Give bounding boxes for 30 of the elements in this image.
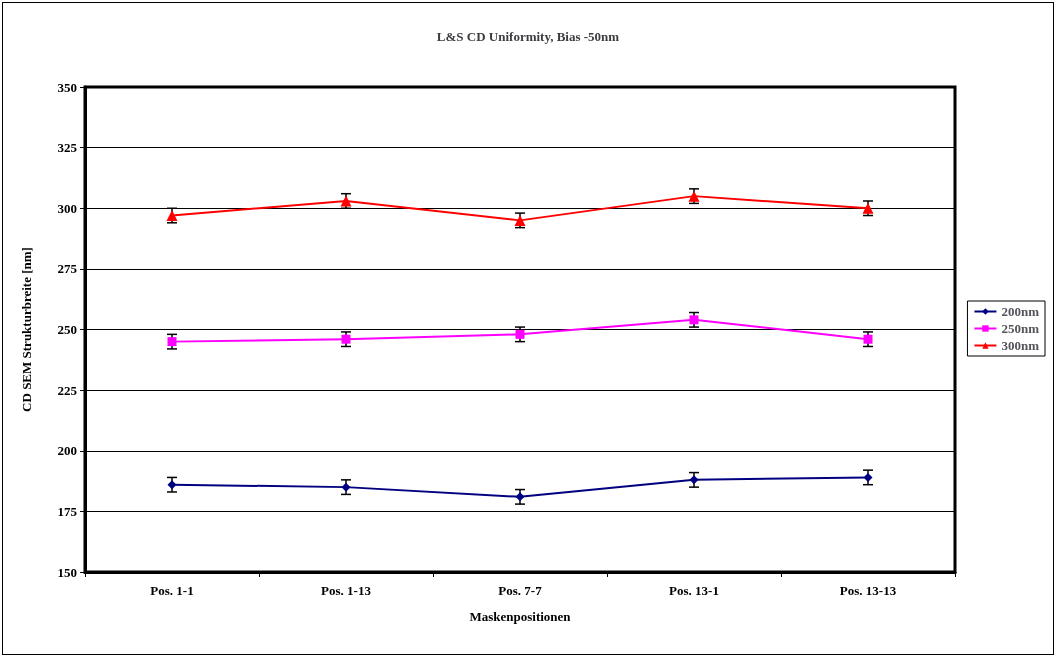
legend-label: 300nm [1001,338,1040,353]
point [689,475,699,485]
point [689,315,699,325]
legend-label: 250nm [1001,321,1040,336]
legend-label: 200nm [1001,304,1040,319]
x-tick-label: Pos. 13-1 [669,583,719,598]
point [167,337,177,347]
y-tick-label: 175 [57,503,78,519]
chart-title: L&S CD Uniformity, Bias -50nm [436,29,620,44]
point [341,334,351,344]
y-tick-label: 350 [57,79,77,95]
point [341,482,351,492]
x-tick-label: Pos. 13-13 [839,583,897,598]
y-tick-label: 325 [57,140,78,156]
point [167,480,177,490]
y-axis-title: CD SEM Strukturbreite [nm] [19,247,34,412]
y-tick-label: 200 [57,443,77,459]
x-tick-label: Pos. 1-13 [321,583,372,598]
point [515,492,525,502]
y-tick-label: 150 [57,564,77,580]
y-tick-label: 250 [57,322,77,337]
x-tick-label: Pos. 7-7 [498,583,543,598]
point [863,334,873,344]
y-tick-label: 300 [57,200,77,216]
x-axis-title: Maskenpositionen [469,609,572,624]
point [863,472,873,482]
x-tick-label: Pos. 1-1 [150,583,194,598]
y-tick-label: 275 [57,261,78,277]
point [515,329,525,339]
y-tick-label: 225 [57,382,78,398]
